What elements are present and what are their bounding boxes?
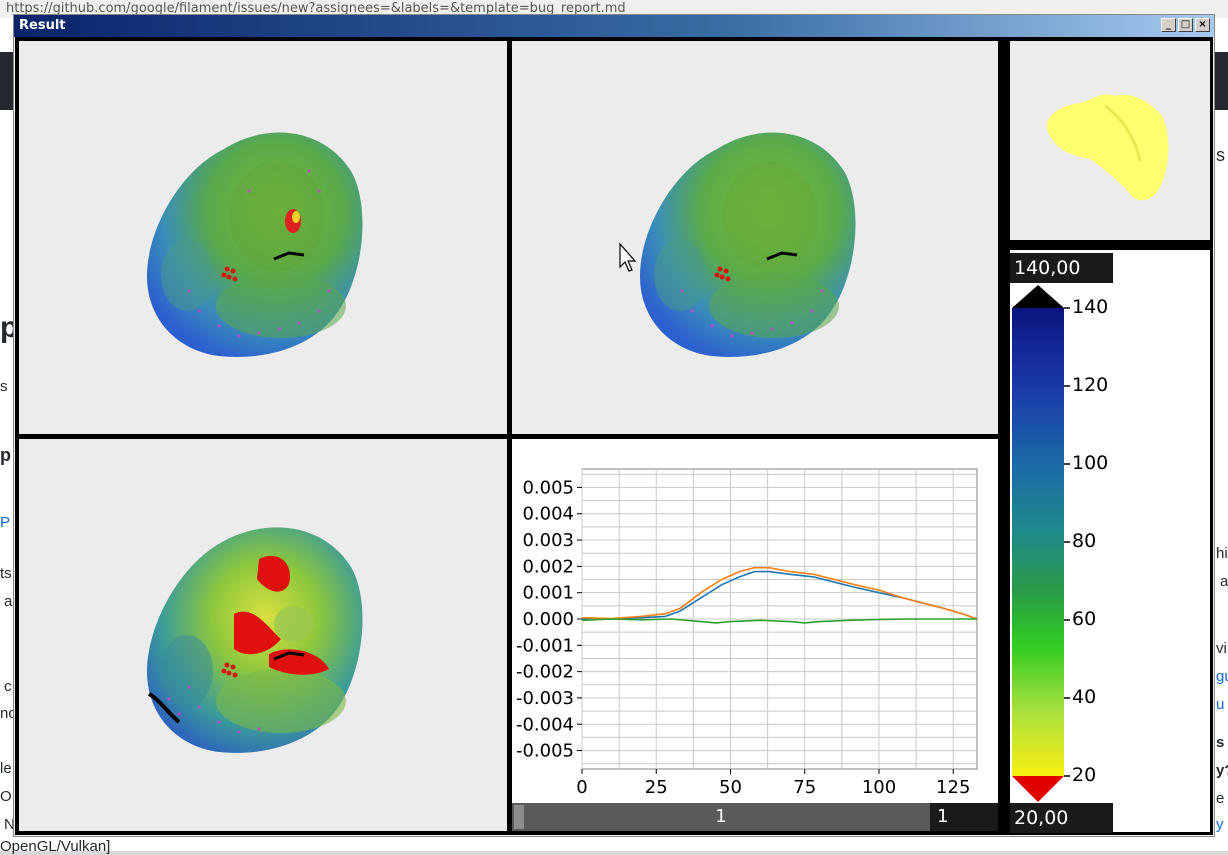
colorbar-tick-label: 100 <box>1072 452 1109 474</box>
colorbar-under-triangle <box>1012 776 1064 802</box>
series-line-2 <box>581 618 977 624</box>
bg-fragment: u <box>1216 696 1225 713</box>
y-tick-label: 0.000 <box>522 609 574 630</box>
y-tick-label: 0.001 <box>522 583 574 604</box>
colorbar-tick-label: 120 <box>1072 374 1109 396</box>
time-slider-handle[interactable] <box>514 805 524 829</box>
y-tick-label: -0.005 <box>516 741 574 762</box>
bg-fragment: vi <box>1216 640 1227 657</box>
colorbar-over-triangle <box>1012 285 1064 308</box>
y-tick-label: -0.004 <box>516 714 574 735</box>
y-tick-label: -0.001 <box>516 635 574 656</box>
heart-mesh-render <box>619 132 856 357</box>
bg-fragment: e <box>1216 790 1225 807</box>
bg-fragment: hi <box>1216 545 1228 562</box>
y-tick-label: -0.002 <box>516 662 574 683</box>
bg-fragment: s <box>0 378 8 395</box>
colorbar-gradient <box>1012 308 1064 776</box>
colorbar-tick-label: 80 <box>1072 530 1097 552</box>
time-value-box[interactable]: 1 <box>930 803 998 831</box>
line-chart: 0.005 0.004 0.003 0.002 0.001 0.000 -0.001 -0.0… <box>516 468 978 798</box>
minimize-button[interactable]: _ <box>1161 18 1176 32</box>
x-tick-label: 125 <box>936 777 970 798</box>
x-tick-label: 50 <box>719 777 742 798</box>
result-content: 0.005 0.004 0.003 0.002 0.001 0.000 -0.001 -0.0… <box>15 37 1213 835</box>
time-slider-value-label: 1 <box>715 806 727 827</box>
colorbar-scale <box>1012 285 1070 802</box>
bg-fragment: y <box>1216 816 1224 833</box>
y-tick-label: 0.004 <box>522 504 574 525</box>
url-text: https://github.com/google/filament/issue… <box>6 1 626 16</box>
x-tick-label: 25 <box>645 777 668 798</box>
bg-fragment: s <box>1216 734 1225 751</box>
view-top-right[interactable] <box>1010 41 1210 240</box>
colorbar-tick-label: 20 <box>1072 764 1097 786</box>
series-line-0 <box>582 570 978 620</box>
time-slider-track[interactable] <box>512 803 930 831</box>
bg-fragment: y? <box>1216 762 1228 779</box>
y-tick-label: 0.002 <box>522 556 574 577</box>
chart-pane[interactable]: 0.005 0.004 0.003 0.002 0.001 0.000 -0.001 -0.0… <box>512 439 998 831</box>
bg-fragment: le <box>0 760 12 777</box>
bg-fragment: gu <box>1216 668 1228 685</box>
bg-fragment: ts <box>0 565 12 582</box>
view-top-left[interactable] <box>19 41 507 434</box>
colorbar-max-input[interactable]: 140,00 <box>1010 253 1113 283</box>
x-tick-label: 75 <box>793 777 816 798</box>
bg-fragment: nc <box>0 705 16 722</box>
colorbar-min-input[interactable]: 20,00 <box>1010 803 1113 833</box>
yellow-mesh-render <box>1046 94 1169 201</box>
mouse-cursor-icon <box>619 242 637 272</box>
bg-fragment: O <box>0 788 12 805</box>
bg-fragment: P <box>0 514 11 531</box>
colorbar-panel: 140,00 <box>1010 250 1210 833</box>
bg-fragment: p <box>0 445 11 465</box>
x-tick-label: 0 <box>576 777 587 798</box>
maximize-button[interactable]: □ <box>1178 18 1193 32</box>
y-tick-label: 0.005 <box>522 477 574 498</box>
background-url-bar[interactable]: https://github.com/google/filament/issue… <box>0 0 1228 18</box>
series-line-1 <box>581 566 978 620</box>
colorbar-tick-label: 40 <box>1072 686 1097 708</box>
bg-fragment: s <box>1216 145 1225 165</box>
view-top-middle[interactable] <box>512 41 998 434</box>
window-title: Result <box>19 18 66 33</box>
bg-fragment: c <box>4 678 12 695</box>
heart-mesh-render <box>147 527 363 753</box>
heart-mesh-render <box>147 132 363 357</box>
result-window: Result _ □ × <box>13 14 1215 837</box>
bg-fragment: a <box>4 593 13 610</box>
x-tick-label: 100 <box>862 777 896 798</box>
colorbar-tick-label: 140 <box>1072 296 1109 318</box>
view-bottom-left[interactable] <box>19 439 507 831</box>
bg-fragment: a <box>1220 573 1228 590</box>
window-titlebar[interactable]: Result _ □ × <box>14 15 1214 37</box>
bg-fragment: N <box>4 816 15 833</box>
y-tick-label: 0.003 <box>522 530 574 551</box>
close-button[interactable]: × <box>1195 18 1210 32</box>
colorbar-tick-label: 60 <box>1072 608 1097 630</box>
y-tick-label: -0.003 <box>516 688 574 709</box>
bg-fragment: OpenGL/Vulkan] <box>0 838 111 855</box>
